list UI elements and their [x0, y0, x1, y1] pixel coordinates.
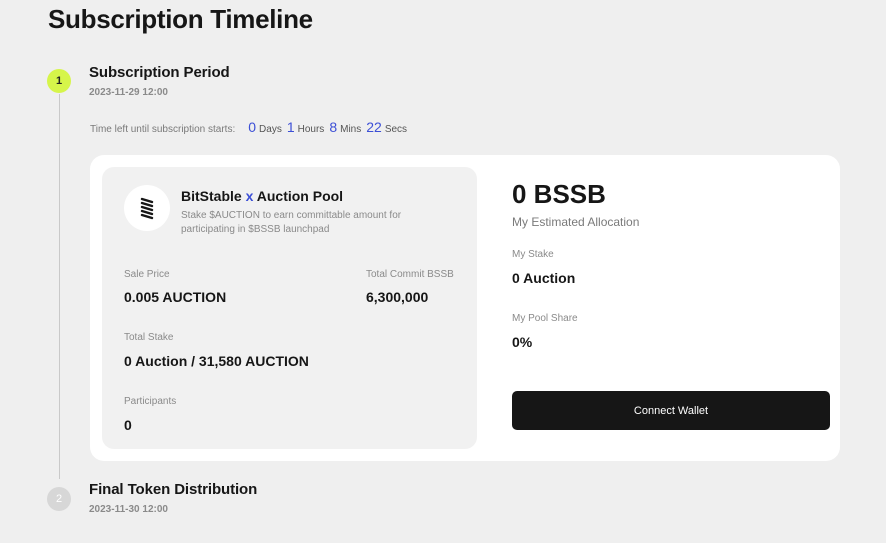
estimated-allocation-amount: 0 BSSB	[512, 179, 606, 209]
countdown-mins-unit: Mins	[340, 124, 362, 135]
sale-price-label: Sale Price	[124, 269, 170, 280]
countdown-days: 0	[248, 119, 257, 135]
countdown-days-unit: Days	[259, 124, 282, 135]
countdown: Time left until subscription starts: 0 D…	[90, 119, 412, 135]
pool-info-panel: BitStable x Auction Pool Stake $AUCTION …	[102, 167, 477, 449]
pool-description: Stake $AUCTION to earn committable amoun…	[181, 210, 402, 235]
countdown-label: Time left until subscription starts:	[90, 124, 236, 135]
bitstable-logo-icon	[124, 185, 170, 231]
pool-name-right: Auction Pool	[256, 188, 344, 204]
countdown-secs-unit: Secs	[384, 124, 408, 135]
my-stake-label: My Stake	[512, 249, 554, 260]
countdown-hours: 1	[286, 119, 295, 135]
my-stake-value: 0 Auction	[512, 270, 576, 286]
countdown-secs: 22	[366, 119, 382, 135]
total-stake-value: 0 Auction / 31,580 AUCTION	[124, 353, 309, 369]
timeline-connector	[59, 94, 60, 479]
pool-name-left: BitStable	[181, 188, 242, 204]
step-1-title: Subscription Period	[89, 64, 230, 81]
connect-wallet-button[interactable]: Connect Wallet	[512, 391, 830, 430]
participants-label: Participants	[124, 396, 177, 407]
page-title: Subscription Timeline	[48, 4, 313, 34]
step-1-badge: 1	[47, 69, 71, 93]
step-2-date: 2023-11-30 12:00	[89, 504, 168, 515]
estimated-allocation-label: My Estimated Allocation	[512, 215, 640, 229]
total-stake-label: Total Stake	[124, 332, 174, 343]
step-2-title: Final Token Distribution	[89, 481, 258, 498]
countdown-mins: 8	[329, 119, 338, 135]
my-pool-share-value: 0%	[512, 334, 533, 350]
step-2-badge: 2	[47, 487, 71, 511]
pool-name: BitStable x Auction Pool	[181, 188, 343, 204]
step-1-date: 2023-11-29 12:00	[89, 87, 168, 98]
subscription-card: BitStable x Auction Pool Stake $AUCTION …	[90, 155, 840, 461]
pool-name-x: x	[245, 188, 254, 204]
total-commit-label: Total Commit BSSB	[366, 269, 454, 280]
total-commit-value: 6,300,000	[366, 289, 429, 305]
my-pool-share-label: My Pool Share	[512, 313, 578, 324]
participants-value: 0	[124, 417, 132, 433]
countdown-hours-unit: Hours	[297, 124, 325, 135]
sale-price-value: 0.005 AUCTION	[124, 289, 227, 305]
